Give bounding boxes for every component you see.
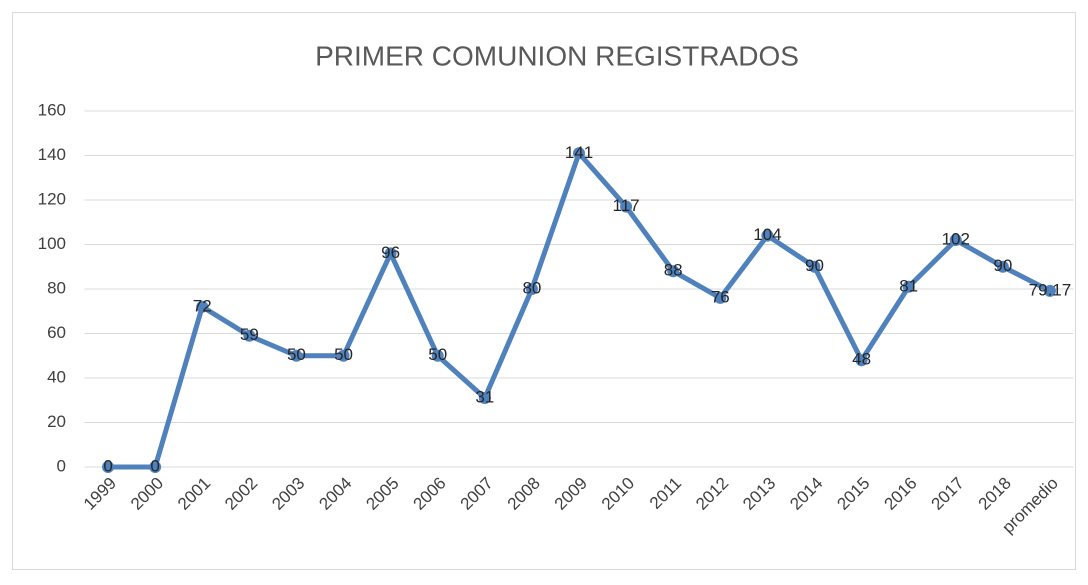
point-marker [337, 349, 350, 362]
y-tick-label: 80 [47, 278, 66, 297]
point-marker [573, 147, 585, 160]
data-label: 102 [942, 230, 970, 249]
data-label: 117 [613, 196, 640, 215]
data-label: 0 [103, 456, 112, 475]
chart-title: PRIMER COMUNION REGISTRADOS [315, 40, 799, 71]
data-label: 0 [150, 456, 159, 475]
point-marker [102, 461, 115, 473]
point-marker [620, 200, 633, 213]
data-label: 72 [193, 296, 212, 315]
point-marker [996, 260, 1009, 273]
y-tick-label: 120 [38, 189, 66, 208]
y-tick-label: 20 [47, 412, 66, 431]
point-marker [196, 300, 209, 313]
data-label: 76 [711, 287, 730, 306]
data-label: 50 [334, 345, 353, 364]
data-label: 31 [475, 388, 494, 407]
point-marker [714, 291, 727, 304]
y-tick-label: 0 [57, 456, 66, 475]
y-tick-label: 60 [47, 323, 66, 342]
data-label: 104 [753, 225, 781, 244]
point-marker [478, 392, 491, 405]
point-marker [949, 234, 962, 247]
point-marker [808, 260, 821, 273]
data-label: 48 [852, 350, 871, 369]
chart-frame [12, 12, 1076, 570]
point-marker [149, 461, 162, 473]
data-label: 81 [899, 276, 918, 295]
data-label: 50 [287, 345, 306, 364]
point-marker [667, 265, 680, 278]
point-marker [431, 349, 444, 362]
data-label: 88 [664, 261, 683, 280]
data-label: 50 [428, 345, 447, 364]
data-label: 80 [522, 278, 541, 297]
data-label: 141 [565, 143, 593, 162]
data-label: 96 [381, 243, 400, 262]
point-marker [855, 354, 868, 367]
point-marker [384, 247, 397, 260]
y-tick-label: 140 [38, 145, 66, 164]
y-tick-label: 40 [47, 367, 66, 386]
y-tick-label: 100 [38, 234, 66, 253]
data-label: 90 [805, 256, 824, 275]
data-label: 59 [240, 325, 259, 344]
data-label: 79.17 [1029, 280, 1072, 299]
point-marker [290, 349, 303, 362]
point-marker [243, 329, 256, 342]
data-label: 90 [993, 256, 1012, 275]
point-marker [1043, 284, 1056, 297]
y-tick-label: 160 [38, 100, 66, 119]
point-marker [902, 280, 915, 293]
point-marker [761, 229, 774, 242]
point-marker [525, 283, 538, 295]
